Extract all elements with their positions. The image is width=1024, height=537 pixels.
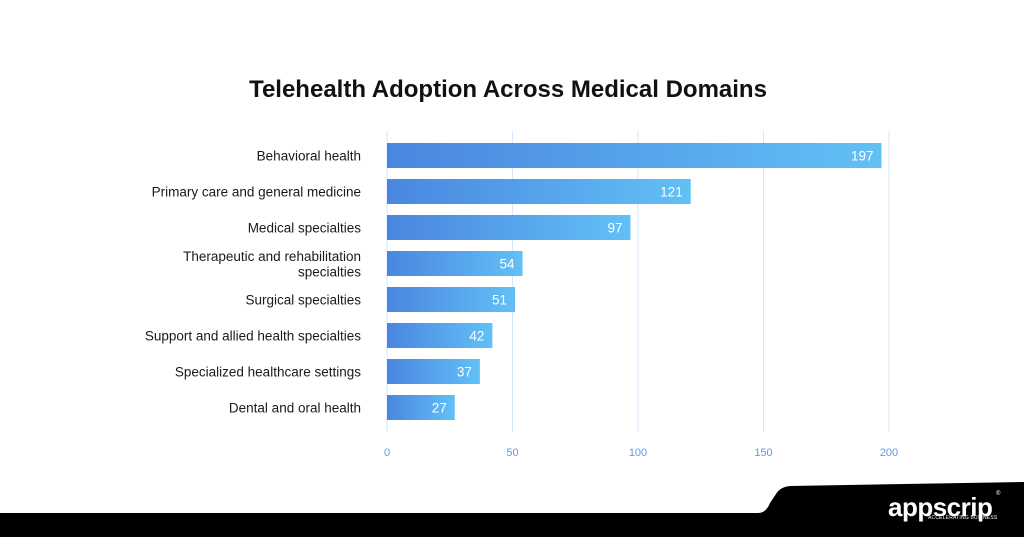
bar-value-label: 121 xyxy=(660,185,683,200)
x-tick-label: 50 xyxy=(506,447,518,459)
category-label: Specialized healthcare settings xyxy=(175,365,361,380)
category-label: Support and allied health specialties xyxy=(145,329,361,344)
x-tick-label: 150 xyxy=(754,447,772,459)
bar xyxy=(387,251,523,276)
bar xyxy=(387,323,493,348)
category-label: Surgical specialties xyxy=(245,293,361,308)
brand-tagline: ACCELERATING BUSINESS xyxy=(928,515,998,521)
bar xyxy=(387,179,691,204)
bar xyxy=(387,287,516,312)
bar-value-label: 197 xyxy=(851,149,874,164)
category-labels: Behavioral health Primary care and genera… xyxy=(145,149,361,416)
x-tick-label: 100 xyxy=(629,447,647,459)
category-label: Dental and oral health xyxy=(229,401,361,416)
category-label: Behavioral health xyxy=(257,149,361,164)
bars xyxy=(387,143,882,420)
category-label: Primary care and general medicine xyxy=(152,185,361,200)
bar-value-label: 42 xyxy=(469,329,484,344)
bar-value-label: 54 xyxy=(500,257,516,272)
x-tick-label: 200 xyxy=(880,447,898,459)
x-tick-label: 0 xyxy=(384,447,390,459)
bar xyxy=(387,395,455,420)
bar-value-label: 37 xyxy=(457,365,472,380)
bar xyxy=(387,143,882,168)
value-labels: 197 121 97 54 51 42 37 27 xyxy=(432,149,874,416)
bar xyxy=(387,215,631,240)
chart-title: Telehealth Adoption Across Medical Domai… xyxy=(249,76,767,103)
bar-value-label: 27 xyxy=(432,401,447,416)
bar xyxy=(387,359,480,384)
brand-registered-mark: ® xyxy=(996,491,1001,497)
x-axis-ticks: 0 50 100 150 200 xyxy=(384,447,898,459)
category-label: Medical specialties xyxy=(248,221,362,236)
category-label: Therapeutic and rehabilitation specialtie… xyxy=(183,249,361,280)
brand-logo: appscrip xyxy=(888,492,993,522)
bar-value-label: 51 xyxy=(492,293,507,308)
bar-value-label: 97 xyxy=(607,221,622,236)
